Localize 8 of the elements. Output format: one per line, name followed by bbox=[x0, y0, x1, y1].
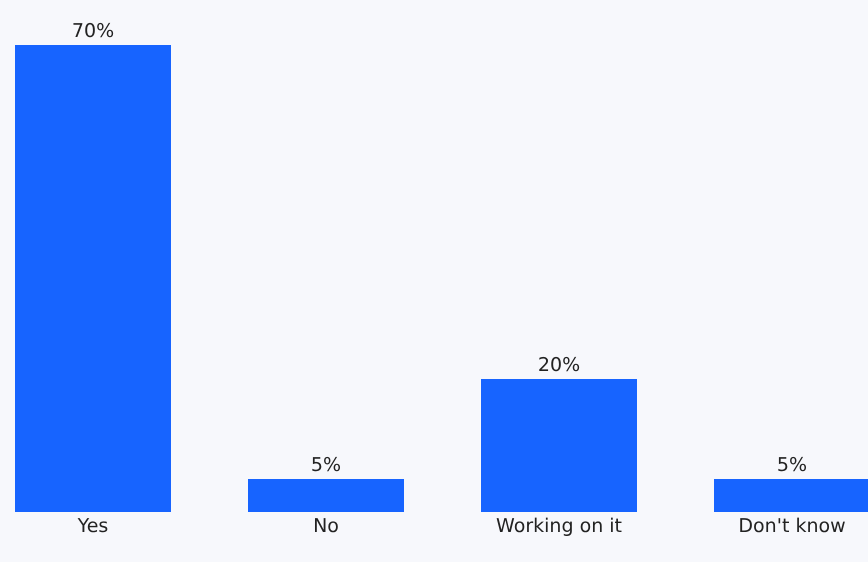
x-tick-label: No bbox=[313, 515, 339, 537]
data-label: 5% bbox=[776, 454, 808, 476]
x-tick-label: Working on it bbox=[496, 515, 622, 537]
x-tick-label: Don't know bbox=[738, 515, 846, 537]
data-label: 70% bbox=[72, 20, 114, 42]
x-tick-label: Yes bbox=[76, 515, 108, 537]
data-label: 5% bbox=[310, 454, 342, 476]
data-label: 20% bbox=[538, 354, 580, 376]
